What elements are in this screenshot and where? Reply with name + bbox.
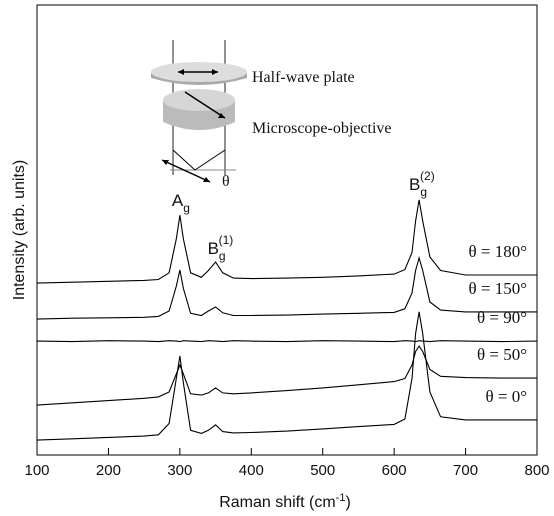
x-tick-label: 400 [239, 462, 264, 479]
series-label: θ = 90° [477, 308, 527, 327]
inset-label: θ [222, 173, 230, 190]
peak-label: Bg (2) [409, 169, 435, 199]
inset-label: Half-wave plate [252, 69, 355, 86]
inset-diagram: Half-wave plate Microscope-objective θ [151, 40, 392, 190]
x-axis-label: Raman shift (cm-1) [219, 492, 351, 511]
spectrum-line [36, 255, 537, 320]
peak-label-sub: g [183, 201, 190, 215]
spectrum-line [36, 311, 537, 441]
x-tick-label: 700 [453, 462, 478, 479]
x-tick-label: 200 [96, 462, 121, 479]
x-tick-label: 500 [310, 462, 335, 479]
spectrum-line [36, 345, 537, 406]
series-label: θ = 180° [468, 242, 527, 261]
peak-label-sup: (1) [219, 233, 234, 247]
peak-label-main: A [172, 191, 184, 210]
peak-label-main: B [409, 175, 420, 194]
series-label: θ = 50° [477, 345, 527, 364]
peak-label: Bg (1) [208, 233, 234, 263]
x-tick-label: 100 [24, 462, 49, 479]
x-tick-label: 800 [524, 462, 549, 479]
y-axis-label: Intensity (arb. units) [11, 160, 28, 301]
peak-label-sup: (2) [420, 169, 435, 183]
peak-label-main: B [208, 239, 219, 258]
peak-label-sub: g [420, 185, 427, 199]
peak-label: Ag [172, 191, 190, 215]
x-tick-label: 600 [382, 462, 407, 479]
plot-frame [36, 4, 538, 456]
spectrum-line [36, 340, 538, 343]
spectrum-line [36, 199, 537, 284]
x-tick-label: 300 [167, 462, 192, 479]
x-axis-label-suffix: ) [345, 494, 350, 511]
x-axis-label-text: Raman shift (cm [219, 494, 335, 511]
inset-label: Microscope-objective [252, 120, 392, 137]
x-axis-label-sup: -1 [336, 492, 346, 504]
peak-label-sub: g [219, 249, 226, 263]
series-label: θ = 0° [485, 387, 527, 406]
series-label: θ = 150° [468, 279, 527, 298]
